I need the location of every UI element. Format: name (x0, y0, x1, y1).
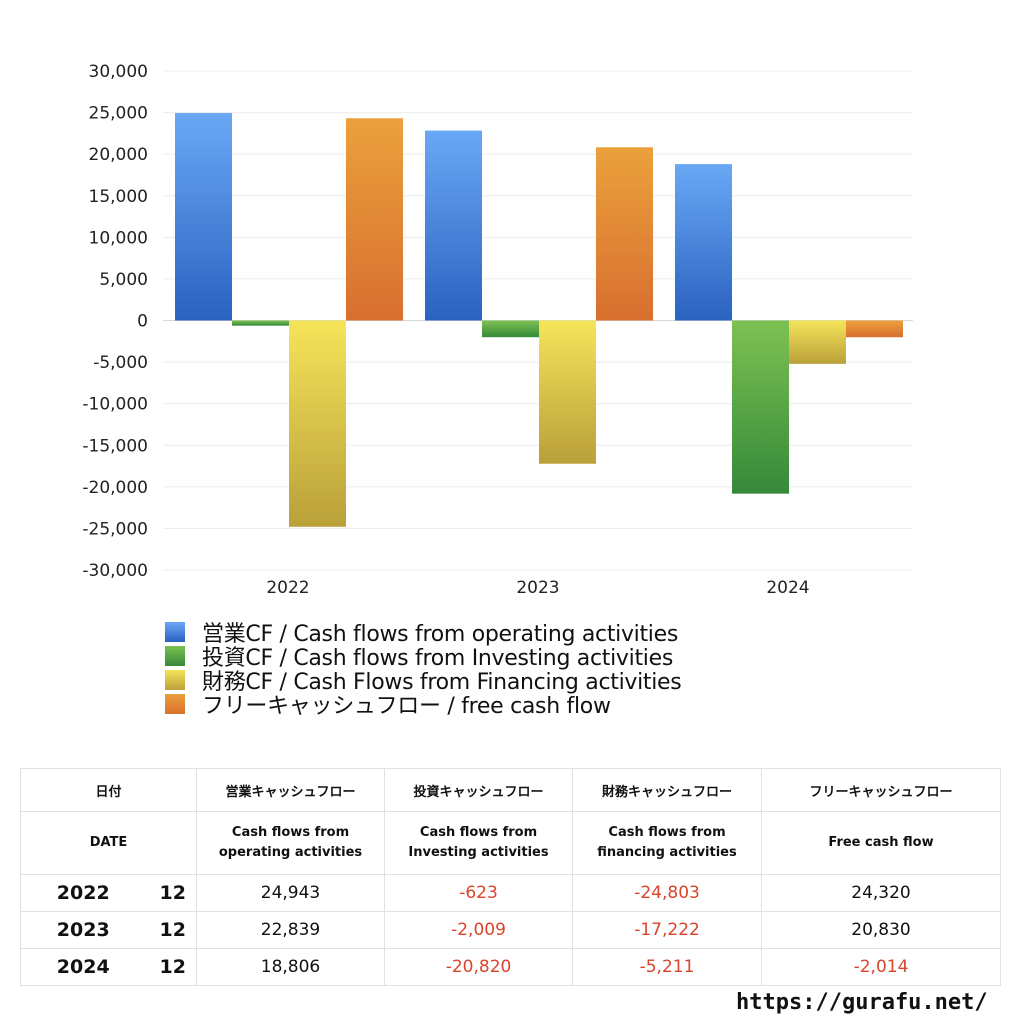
legend-swatch-investing (165, 646, 185, 666)
y-tick-label: -30,000 (82, 561, 148, 581)
x-tick-label: 2023 (516, 578, 559, 598)
cash-flow-table: 日付 営業キャッシュフロー 投資キャッシュフロー 財務キャッシュフロー フリーキ… (19, 768, 1002, 986)
y-tick-label: 15,000 (89, 187, 148, 207)
bar-financing (539, 320, 596, 464)
cell-free: -2,014 (761, 948, 1002, 986)
y-tick-label: -5,000 (93, 353, 148, 373)
table-row: 2024 12 18,806 -20,820 -5,211 -2,014 (20, 948, 1002, 986)
row-year: 2022 (20, 874, 146, 912)
legend-item-financing: 財務CF / Cash Flows from Financing activit… (165, 668, 682, 695)
chart-legend: 営業CF / Cash flows from operating activit… (165, 620, 682, 719)
bar-operating (425, 130, 482, 321)
bar-operating (675, 164, 732, 321)
x-tick-label: 2024 (766, 578, 809, 598)
y-tick-label: -25,000 (82, 519, 148, 539)
cell-investing: -623 (384, 874, 574, 912)
y-tick-label: 25,000 (89, 104, 148, 124)
header-investing-en: Cash flows from Investing activities (384, 811, 574, 875)
cell-financing: -5,211 (572, 948, 763, 986)
row-month: 12 (145, 874, 198, 912)
header-free-en: Free cash flow (761, 811, 1002, 875)
header-financing-en: Cash flows from financing activities (572, 811, 763, 875)
row-month: 12 (145, 948, 198, 986)
y-tick-label: -15,000 (82, 436, 148, 456)
bar-investing (732, 320, 789, 494)
cell-investing: -20,820 (384, 948, 574, 986)
legend-label-free: フリーキャッシュフロー / free cash flow (202, 694, 611, 719)
cell-financing: -24,803 (572, 874, 763, 912)
table-header-en: DATE Cash flows from operating activitie… (19, 811, 1002, 875)
row-month: 12 (145, 911, 198, 949)
header-operating-jp: 営業キャッシュフロー (196, 768, 386, 812)
cell-free: 20,830 (761, 911, 1002, 949)
cash-flow-bar-chart: 30,000 25,000 20,000 15,000 10,000 5,000 0 -5,0… (82, 62, 913, 598)
legend-label-investing: 投資CF / Cash flows from Investing activit… (202, 646, 673, 671)
bar-financing (789, 320, 846, 364)
cell-operating: 22,839 (196, 911, 386, 949)
y-tick-label: 0 (137, 312, 148, 332)
table-header-jp: 日付 営業キャッシュフロー 投資キャッシュフロー 財務キャッシュフロー フリーキ… (19, 768, 1002, 812)
header-investing-en-line1: Cash flows from (419, 825, 538, 840)
header-operating-en-line2: operating activities (218, 845, 363, 860)
bar-free (596, 147, 653, 321)
y-tick-label: -10,000 (82, 395, 148, 415)
cell-financing: -17,222 (572, 911, 763, 949)
y-tick-label: 20,000 (89, 145, 148, 165)
y-tick-label: 5,000 (99, 270, 148, 290)
legend-item-free: フリーキャッシュフロー / free cash flow (165, 692, 681, 719)
header-date-jp: 日付 (19, 768, 198, 812)
row-year: 2024 (20, 948, 146, 986)
legend-label-operating: 営業CF / Cash flows from operating activit… (202, 622, 679, 647)
bar-free (346, 118, 403, 321)
table-row: 2022 12 24,943 -623 -24,803 24,320 (20, 874, 1002, 912)
row-year: 2023 (20, 911, 146, 949)
bar-investing (482, 320, 539, 338)
header-financing-en-line1: Cash flows from (608, 825, 726, 840)
x-tick-label: 2022 (266, 578, 309, 598)
cell-free: 24,320 (761, 874, 1002, 912)
legend-swatch-financing (165, 670, 185, 690)
bar-free (846, 320, 903, 338)
header-operating-en: Cash flows from operating activities (196, 811, 386, 875)
header-operating-en-line1: Cash flows from (231, 825, 350, 840)
legend-item-operating: 営業CF / Cash flows from operating activit… (165, 620, 681, 647)
cell-operating: 18,806 (196, 948, 386, 986)
table-row: 2023 12 22,839 -2,009 -17,222 20,830 (20, 911, 1002, 949)
legend-item-investing: 投資CF / Cash flows from Investing activit… (165, 644, 681, 671)
site-credit: https://gurafu.net/ (736, 990, 988, 1015)
header-financing-jp: 財務キャッシュフロー (572, 768, 763, 812)
bar-operating (175, 113, 232, 321)
header-financing-en-line2: financing activities (597, 845, 737, 860)
y-tick-label: -20,000 (82, 478, 148, 498)
header-free-jp: フリーキャッシュフロー (761, 768, 1002, 812)
bar-investing (232, 320, 289, 326)
header-investing-jp: 投資キャッシュフロー (384, 768, 574, 812)
cell-operating: 24,943 (196, 874, 386, 912)
legend-swatch-free (165, 694, 185, 714)
legend-swatch-operating (165, 622, 185, 642)
header-investing-en-line2: Investing activities (408, 845, 549, 860)
bar-financing (289, 320, 346, 527)
cell-investing: -2,009 (384, 911, 574, 949)
y-tick-label: 10,000 (89, 228, 148, 248)
y-tick-label: 30,000 (89, 62, 148, 82)
legend-label-financing: 財務CF / Cash Flows from Financing activit… (202, 670, 682, 695)
header-date-en: DATE (19, 811, 198, 875)
